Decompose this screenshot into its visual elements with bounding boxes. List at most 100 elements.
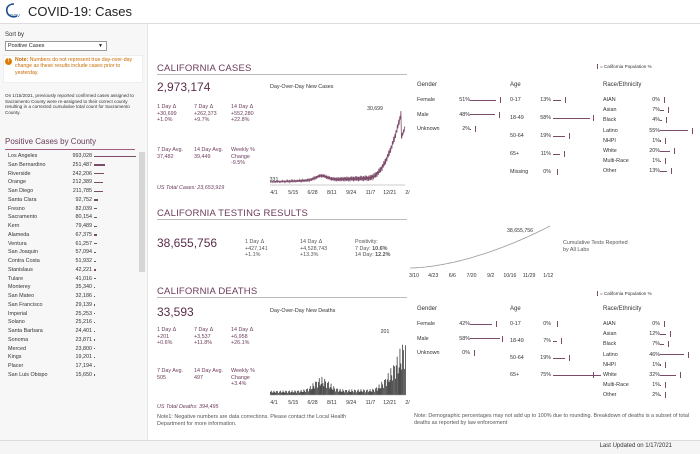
deaths-bar [384, 380, 385, 395]
county-row[interactable]: Riverside 242,206 [5, 170, 135, 179]
demographic-label: 65+ [510, 372, 520, 378]
sort-select[interactable]: Positive Cases ▼ [5, 41, 107, 51]
deaths-bar [337, 388, 338, 395]
ca-gov-logo[interactable]: GOV [4, 2, 24, 20]
testing-chart: 38,655,756 3/10 4/23 6/6 7/20 9/2 10/16 11/29 1/… [409, 225, 553, 279]
demographic-pct: 46% [649, 351, 660, 358]
county-row[interactable]: Placer 17,194 [5, 362, 135, 371]
county-name: Tulare [8, 275, 24, 282]
deaths-bar [291, 390, 293, 395]
deaths-bar [395, 378, 396, 395]
county-row[interactable]: Santa Clara 92,752 [5, 196, 135, 205]
county-row[interactable]: Merced 23,800 [5, 345, 135, 354]
county-row[interactable]: San Francisco 29,139 [5, 301, 135, 310]
x-tick-label: 4/23 [428, 273, 438, 279]
county-row[interactable]: Los Angeles 993,028 [5, 152, 136, 161]
x-tick-label: 8/11 [327, 400, 337, 406]
deaths-bar [310, 389, 312, 395]
divider [157, 74, 407, 75]
deaths-bar [299, 392, 300, 395]
x-tick-label: 6/28 [308, 400, 318, 406]
cases-chart: 30,699 331 4/1 5/15 6/28 8/11 9/24 11/7 12/21 2/3 [270, 106, 410, 196]
county-row[interactable]: Imperial 25,253 [5, 310, 135, 319]
population-marker [667, 107, 669, 114]
population-marker [569, 355, 571, 361]
deaths-bar [325, 381, 326, 395]
county-row[interactable]: San Mateo 32,186 [5, 292, 135, 301]
demographic-pct: 7% [652, 341, 660, 348]
county-row[interactable]: Fresno 82,039 [5, 205, 135, 214]
county-row[interactable]: San Luis Obispo 15,650 [5, 371, 135, 380]
deaths-bar [346, 390, 347, 395]
county-row[interactable]: San Joaquin 57,094 [5, 248, 135, 257]
demographic-pct: 1% [652, 158, 660, 165]
county-row[interactable]: San Bernardino 251,487 [5, 161, 135, 170]
population-legend: = California Population % [597, 64, 652, 70]
start-label: 331 [270, 177, 279, 183]
demographic-label: Asian [603, 107, 617, 114]
x-tick-label: 11/29 [523, 273, 536, 279]
demographic-label: White [603, 148, 617, 154]
county-name: Kern [8, 223, 20, 229]
county-bar [94, 365, 95, 367]
county-row[interactable]: Kern 79,489 [5, 222, 135, 231]
last-updated: Last Updated on 1/17/2021 [599, 443, 672, 449]
demographic-pct: 11% [540, 151, 551, 157]
demographic-label: Male [417, 111, 429, 118]
deaths-bar [375, 388, 376, 395]
county-row[interactable]: Sacramento 80,154 [5, 213, 135, 222]
deaths-bar [372, 388, 374, 395]
county-row[interactable]: Contra Costa 51,932 [5, 257, 135, 266]
county-row[interactable]: Kings 19,201 [5, 353, 135, 362]
county-name: Fresno [8, 205, 25, 212]
deaths-bar [335, 391, 336, 395]
demographic-pct: 0% [652, 97, 660, 103]
demographic-pct: 0% [543, 321, 551, 327]
county-row[interactable]: Stanislaus 42,221 [5, 266, 135, 275]
county-row[interactable]: Santa Barbara 24,401 [5, 327, 135, 336]
cases-title: CALIFORNIA CASES [157, 63, 252, 74]
county-name: Sacramento [8, 214, 38, 221]
demographic-pct: 0% [543, 169, 551, 175]
county-row[interactable]: Ventura 61,257 [5, 240, 135, 249]
county-row[interactable]: Alameda 67,375 [5, 231, 135, 240]
demographic-bar [660, 394, 662, 397]
county-row[interactable]: Sonoma 23,871 [5, 336, 135, 345]
demographic-bar [660, 160, 661, 163]
deaths-bar [392, 380, 393, 395]
deaths-bar [278, 393, 279, 395]
peak-label: 201 [381, 329, 390, 335]
demographic-label: Latino [603, 351, 618, 358]
demographic-bar [470, 114, 495, 116]
demographic-label: 65+ [510, 151, 520, 157]
county-row[interactable]: Solano 25,216 [5, 318, 135, 327]
demographic-pct: 1% [652, 361, 660, 368]
population-marker [665, 392, 667, 399]
demographic-pct: 4% [652, 117, 660, 124]
us-total-cases: US Total Cases: 23,653,919 [157, 185, 225, 191]
cases-chart-title: Day-Over-Day New Cases [270, 84, 334, 90]
demographic-note: Note: Demographic percentages may not ad… [414, 413, 690, 426]
scrollbar[interactable] [139, 152, 145, 272]
population-marker [502, 335, 503, 342]
county-row[interactable]: Monterey 35,340 [5, 283, 135, 292]
deaths-bar [273, 390, 275, 395]
deaths-bar [394, 366, 395, 395]
deaths-bar [289, 392, 291, 395]
county-value: 57,094 [75, 249, 93, 256]
county-row[interactable]: San Diego 211,785 [5, 187, 135, 196]
deaths-bar [271, 392, 273, 395]
demographic-label: Unknown [417, 350, 440, 356]
demographic-label: Black [603, 341, 617, 348]
population-marker [664, 361, 666, 368]
county-name: Merced [8, 345, 26, 352]
county-row[interactable]: Orange 212,389 [5, 178, 135, 187]
county-row[interactable]: Tulare 41,016 [5, 275, 135, 284]
county-name: Riverside [8, 170, 31, 177]
deaths-bar [322, 383, 324, 395]
demographic-label: Multi-Race [603, 158, 629, 165]
demographic-label: Unknown [417, 126, 440, 132]
county-value: 92,752 [75, 196, 93, 203]
county-bar [94, 173, 105, 175]
county-bar [94, 164, 105, 166]
